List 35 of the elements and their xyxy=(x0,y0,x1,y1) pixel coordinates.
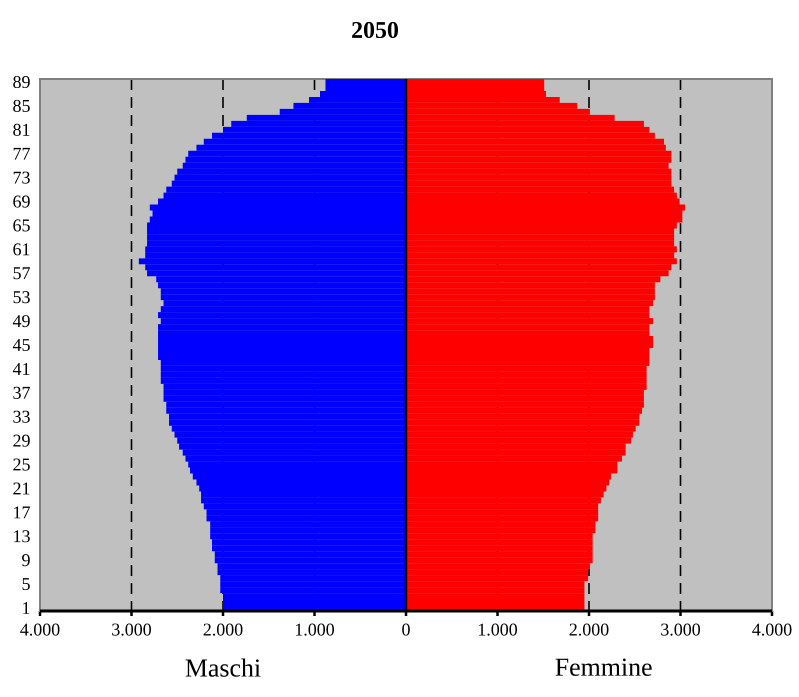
series-label: Femmine xyxy=(555,658,652,676)
y-tick-label: 61 xyxy=(13,243,30,256)
y-tick-label: 89 xyxy=(13,76,30,88)
x-tick-label: 3.000 xyxy=(661,624,700,636)
x-tick-label: 0 xyxy=(402,624,410,636)
y-tick-label: 57 xyxy=(14,267,30,280)
y-tick-label: 81 xyxy=(13,124,30,136)
x-tick-label: 3.000 xyxy=(112,624,151,636)
y-tick-label: 77 xyxy=(14,148,30,160)
y-tick-label: 33 xyxy=(13,410,30,423)
y-tick-label: 1 xyxy=(23,602,30,614)
series-label: Maschi xyxy=(186,658,261,677)
y-tick-label: 13 xyxy=(14,530,30,542)
y-tick-label: 9 xyxy=(22,554,30,566)
y-tick-label: 73 xyxy=(14,172,30,184)
x-tick-label: 4.000 xyxy=(752,624,792,636)
y-tick-label: 29 xyxy=(13,434,30,447)
y-tick-label: 65 xyxy=(13,219,30,232)
x-tick-label: 1.000 xyxy=(296,624,334,636)
x-tick-label: 2.000 xyxy=(570,624,608,636)
x-tick-label: 1.000 xyxy=(478,624,517,636)
y-tick-label: 85 xyxy=(13,100,30,112)
y-tick-label: 25 xyxy=(13,458,30,471)
y-tick-label: 5 xyxy=(22,578,30,590)
y-tick-label: 49 xyxy=(12,315,30,328)
y-tick-label: 41 xyxy=(12,362,30,375)
x-tick-label: 4.000 xyxy=(20,624,60,636)
y-tick-label: 37 xyxy=(13,386,30,399)
chart-title: 2050 xyxy=(352,22,398,38)
y-tick-label: 17 xyxy=(14,506,30,518)
y-tick-label: 21 xyxy=(13,482,30,494)
x-tick-label: 2.000 xyxy=(204,624,242,636)
y-tick-label: 45 xyxy=(12,339,30,351)
y-tick-label: 53 xyxy=(14,291,30,304)
y-tick-label: 69 xyxy=(13,196,30,208)
